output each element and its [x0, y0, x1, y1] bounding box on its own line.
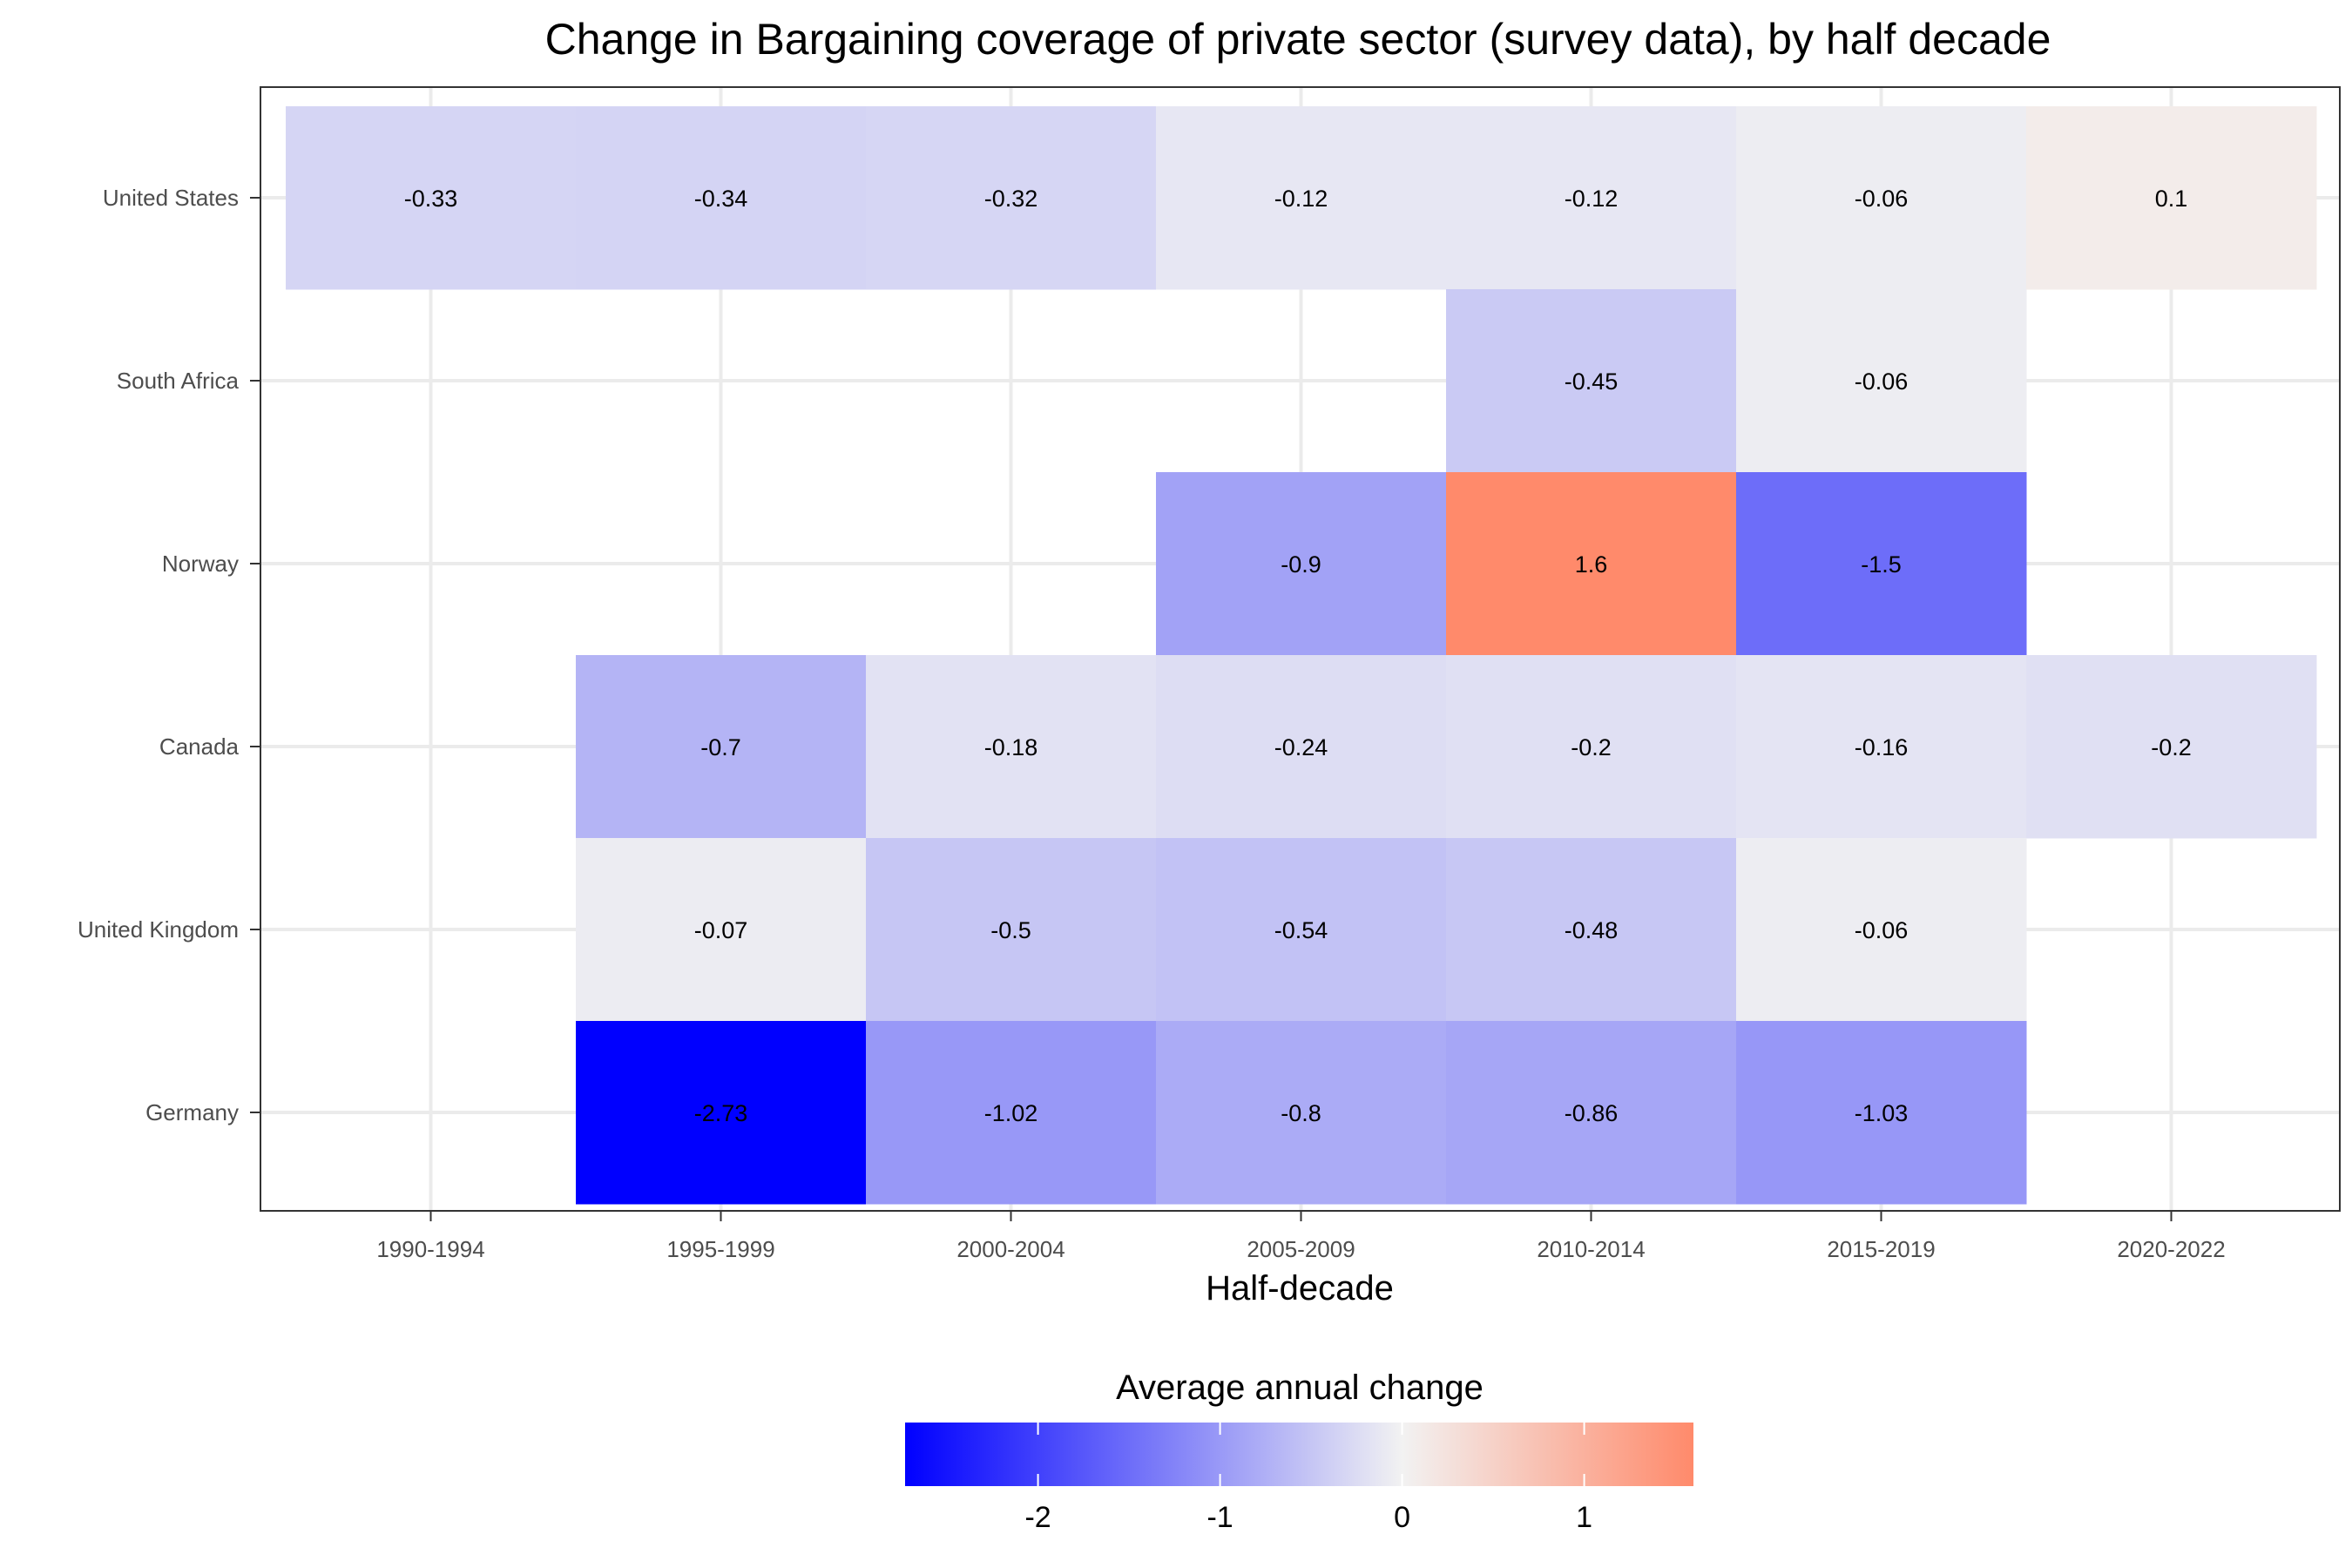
color-legend: Average annual change -2 -1 0 1	[905, 1369, 1693, 1534]
heatmap-cell	[1446, 106, 1737, 290]
heatmap-cell	[1156, 106, 1447, 290]
heatmap-cell	[576, 1021, 867, 1205]
x-axis: 1990-1994 1995-1999 2000-2004 2005-2009 2010…	[376, 1211, 2226, 1262]
cell-value-label: -0.07	[694, 917, 748, 943]
cell-value-label: -0.45	[1565, 368, 1619, 395]
legend-title: Average annual change	[1116, 1369, 1484, 1407]
heatmap-cell	[1446, 838, 1737, 1022]
heatmap-cell	[1736, 655, 2027, 839]
cells-layer: -0.33 -0.34 -0.32 -0.12 -0.12 -0.06 0.1 -0.45 -0…	[286, 106, 2317, 1205]
cell-value-label: -1.02	[984, 1100, 1038, 1126]
x-tick-label: 2000-2004	[956, 1236, 1064, 1262]
heatmap-cell	[1446, 472, 1737, 656]
heatmap-cell	[2026, 106, 2317, 290]
heatmap-cell	[866, 655, 1157, 839]
cell-value-label: -0.32	[984, 186, 1038, 212]
y-tick-label: Germany	[145, 1099, 239, 1125]
cell-value-label: -0.2	[1571, 734, 1612, 760]
cell-value-label: -0.5	[990, 917, 1031, 943]
heatmap-cell	[576, 655, 867, 839]
heatmap-cell	[1156, 838, 1447, 1022]
x-tick-label: 1995-1999	[666, 1236, 774, 1262]
legend-tick-label: -1	[1206, 1501, 1233, 1534]
cell-value-label: -0.8	[1281, 1100, 1321, 1126]
heatmap-cell	[866, 1021, 1157, 1205]
cell-value-label: -0.48	[1565, 917, 1619, 943]
cell-value-label: -0.06	[1855, 917, 1909, 943]
heatmap-cell	[1446, 655, 1737, 839]
cell-value-label: -0.06	[1855, 368, 1909, 395]
cell-value-label: -0.2	[2151, 734, 2192, 760]
cell-value-label: -0.54	[1274, 917, 1328, 943]
cell-value-label: -2.73	[694, 1100, 748, 1126]
y-tick-label: United Kingdom	[78, 916, 239, 943]
cell-value-label: -0.34	[694, 186, 748, 212]
heatmap-cell	[576, 838, 867, 1022]
heatmap-cell	[1736, 289, 2027, 473]
cell-value-label: -0.12	[1274, 186, 1328, 212]
heatmap-cell	[286, 106, 577, 290]
cell-value-label: -0.7	[700, 734, 741, 760]
x-tick-label: 2015-2019	[1827, 1236, 1935, 1262]
x-axis-title: Half-decade	[1206, 1269, 1394, 1308]
x-tick-label: 2020-2022	[2117, 1236, 2225, 1262]
cell-value-label: -1.03	[1855, 1100, 1909, 1126]
legend-tick-label: 0	[1394, 1501, 1410, 1534]
cell-value-label: -0.24	[1274, 734, 1328, 760]
legend-tick-label: -2	[1024, 1501, 1051, 1534]
legend-colorbar	[905, 1423, 1693, 1486]
chart-title: Change in Bargaining coverage of private…	[545, 15, 2051, 64]
cell-value-label: -0.9	[1281, 551, 1321, 578]
legend-ticks: -2 -1 0 1	[1024, 1423, 1592, 1534]
heatmap-cell	[1156, 472, 1447, 656]
cell-value-label: 1.6	[1575, 551, 1608, 578]
y-tick-label: United States	[103, 185, 239, 211]
x-tick-label: 2005-2009	[1247, 1236, 1355, 1262]
y-tick-label: Norway	[162, 551, 239, 577]
y-tick-label: Canada	[159, 733, 240, 760]
cell-value-label: -0.06	[1855, 186, 1909, 212]
heatmap-cell	[1736, 106, 2027, 290]
heatmap-cell	[1736, 472, 2027, 656]
heatmap-cell	[866, 838, 1157, 1022]
cell-value-label: -0.12	[1565, 186, 1619, 212]
y-tick-label: South Africa	[117, 368, 240, 394]
cell-value-label: 0.1	[2155, 186, 2188, 212]
heatmap-cell	[2026, 655, 2317, 839]
x-tick-label: 1990-1994	[376, 1236, 484, 1262]
heatmap-cell	[1446, 1021, 1737, 1205]
heatmap-cell	[1156, 655, 1447, 839]
heatmap-cell	[1446, 289, 1737, 473]
heatmap-cell	[866, 106, 1157, 290]
cell-value-label: -0.18	[984, 734, 1038, 760]
cell-value-label: -1.5	[1861, 551, 1902, 578]
heatmap-cell	[576, 106, 867, 290]
heatmap-cell	[1736, 1021, 2027, 1205]
legend-tick-label: 1	[1576, 1501, 1592, 1534]
heatmap-cell	[1736, 838, 2027, 1022]
cell-value-label: -0.16	[1855, 734, 1909, 760]
y-axis: United States South Africa Norway Canada Uni…	[78, 185, 260, 1125]
cell-value-label: -0.86	[1565, 1100, 1619, 1126]
heatmap-cell	[1156, 1021, 1447, 1205]
cell-value-label: -0.33	[404, 186, 458, 212]
x-tick-label: 2010-2014	[1537, 1236, 1645, 1262]
